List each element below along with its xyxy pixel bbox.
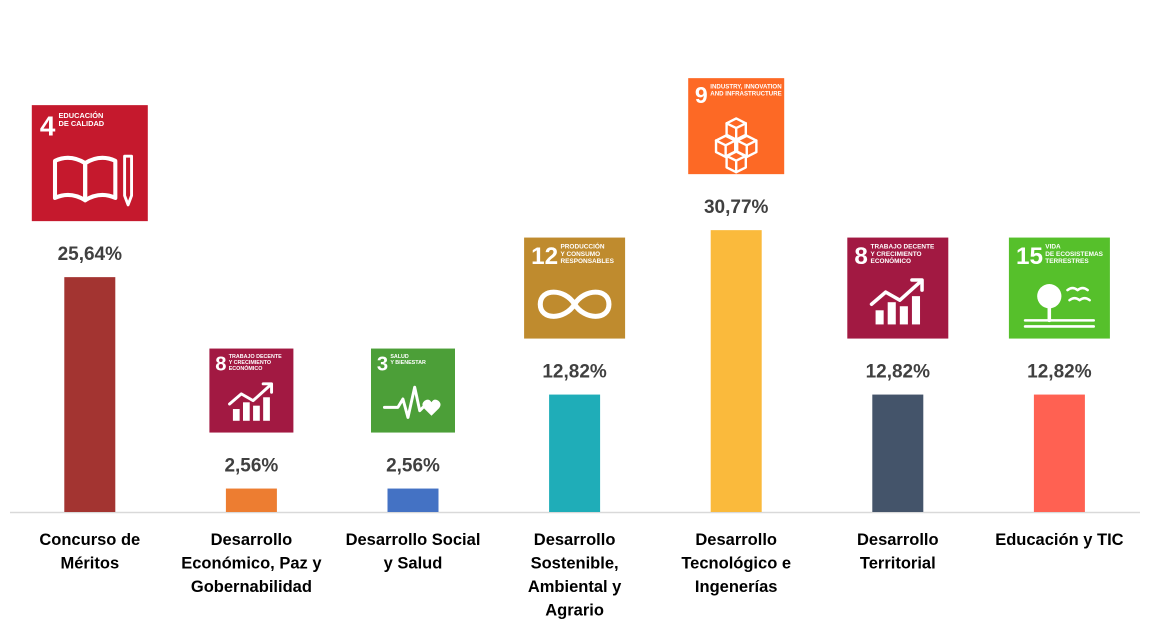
- sdg-badge: 12 PRODUCCIÓN Y CONSUMO RESPONSABLES: [524, 237, 626, 339]
- sdg-number: 8: [854, 243, 867, 270]
- bar: [225, 488, 277, 512]
- sdg-badge: 8 TRABAJO DECENTE Y CRECIMIENTO ECONÓMICO: [847, 237, 949, 339]
- sdg-number: 3: [377, 353, 388, 375]
- data-label: 2,56%: [224, 456, 278, 477]
- category-tick-label: Desarrollo Sostenible, Ambiental y Agrario: [528, 531, 622, 620]
- data-label: 2,56%: [386, 456, 440, 477]
- data-label: 12,82%: [1027, 362, 1092, 383]
- data-label: 30,77%: [704, 197, 769, 218]
- category-tick-label: Concurso de Méritos: [39, 531, 140, 573]
- sdg-number: 12: [531, 243, 558, 270]
- sdg-title: TRABAJO DECENTE Y CRECIMIENTO ECONÓMICO: [229, 354, 282, 372]
- bar: [387, 488, 439, 512]
- data-label: 12,82%: [866, 362, 931, 383]
- sdg-number: 8: [215, 353, 226, 375]
- sdg-title: EDUCACIÓN DE CALIDAD: [58, 111, 104, 128]
- sdg-title: PRODUCCIÓN Y CONSUMO RESPONSABLES: [560, 242, 614, 266]
- category-tick-label: Desarrollo Social y Salud: [346, 531, 481, 573]
- bar: [872, 394, 924, 512]
- category-tick-label: Desarrollo Territorial: [857, 531, 939, 573]
- sdg-number: 9: [695, 82, 708, 108]
- sdg-badge: 3 SALUD Y BIENESTAR: [371, 348, 455, 433]
- heartbeat-icon: [382, 385, 441, 419]
- book-pencil-icon: [52, 154, 134, 207]
- sdg-badge: 8 TRABAJO DECENTE Y CRECIMIENTO ECONÓMICO: [209, 348, 294, 433]
- bar: [1033, 394, 1085, 512]
- growth-chart-icon: [869, 278, 924, 325]
- bar: [710, 230, 762, 513]
- category-tick-label: Educación y TIC: [995, 531, 1123, 549]
- sdg-title: SALUD Y BIENESTAR: [390, 354, 426, 366]
- category-tick-label: Desarrollo Tecnológico e Ingenerías: [681, 531, 791, 596]
- data-label: 25,64%: [58, 244, 123, 265]
- tree-birds-icon: [1023, 284, 1096, 328]
- sdg-title: VIDA DE ECOSISTEMAS TERRESTRES: [1045, 244, 1103, 266]
- sdg-badge: 9 INDUSTRY, INNOVATION AND INFRASTRUCTURE: [688, 78, 785, 175]
- growth-chart-icon: [228, 382, 274, 421]
- sdg-title: TRABAJO DECENTE Y CRECIMIENTO ECONÓMICO: [871, 244, 936, 266]
- data-label: 12,82%: [542, 362, 607, 383]
- bar: [549, 394, 601, 512]
- infinity-loop-icon: [537, 289, 612, 319]
- sdg-number: 15: [1016, 243, 1043, 270]
- cubes-icon: [714, 117, 758, 174]
- sdg-title: INDUSTRY, INNOVATION AND INFRASTRUCTURE: [710, 84, 782, 98]
- bar: [64, 277, 116, 512]
- sdg-badge: 15 VIDA DE ECOSISTEMAS TERRESTRES: [1008, 237, 1110, 339]
- sdg-number: 4: [40, 110, 56, 141]
- category-tick-label: Desarrollo Económico, Paz y Gobernabilidad: [181, 531, 322, 596]
- sdg-badge: 4 EDUCACIÓN DE CALIDAD: [31, 105, 148, 222]
